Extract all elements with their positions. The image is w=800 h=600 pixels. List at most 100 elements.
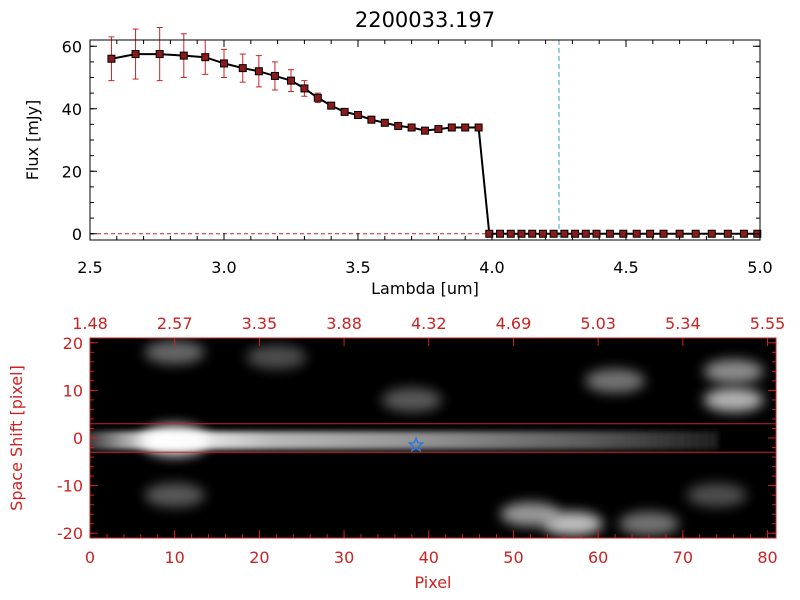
image-y-axis-label: Space Shift [pixel] xyxy=(7,365,26,511)
image-extraction-lines xyxy=(90,423,776,453)
spectrum-point xyxy=(592,229,601,238)
spectrum-point xyxy=(254,67,263,76)
spectrum-point xyxy=(707,229,716,238)
spectrum-x-tick-label: 3.0 xyxy=(211,258,236,277)
image-top-tick-label: 3.35 xyxy=(242,314,278,333)
spectrum-point xyxy=(461,123,470,132)
image-blob xyxy=(703,387,764,412)
spectrum-point xyxy=(394,121,403,130)
image-trace xyxy=(90,424,718,457)
spectrum-point xyxy=(434,125,443,134)
image-blobs xyxy=(144,340,764,536)
spectrum-point xyxy=(659,229,668,238)
spectrum-markers xyxy=(107,50,762,238)
spectrum-point xyxy=(528,229,537,238)
image-x-tick-label: 10 xyxy=(165,548,185,567)
spectrum-point xyxy=(538,229,547,238)
spectrum-point xyxy=(407,123,416,132)
spectrum-point xyxy=(238,64,247,73)
image-blob xyxy=(144,340,205,365)
spectrum-y-ticks: 0 20 40 60 xyxy=(62,37,760,244)
spectrum-point xyxy=(155,50,164,59)
spectrum-point xyxy=(220,59,228,68)
spectrum-point xyxy=(691,229,700,238)
image-x-tick-label: 70 xyxy=(673,548,693,567)
image-top-tick-label: 2.57 xyxy=(157,314,193,333)
spectrum-x-tick-label: 2.5 xyxy=(77,258,102,277)
spectrum-point xyxy=(447,123,456,132)
spectrum-point xyxy=(354,111,362,119)
spectrum-point xyxy=(131,50,140,59)
spectrum-point xyxy=(646,229,655,238)
image-y-ticks: -20 -10 0 10 20 xyxy=(57,334,776,543)
spectrum-point xyxy=(380,118,389,127)
image-top-tick-label: 4.69 xyxy=(496,314,532,333)
spectrum-point xyxy=(496,229,505,238)
image-marker xyxy=(407,435,425,453)
spectrum-y-axis-label: Flux [mJy] xyxy=(23,100,42,181)
image-blob xyxy=(542,511,603,536)
image-x-axis-label: Pixel xyxy=(414,573,451,592)
image-blob xyxy=(686,483,747,508)
image-y-tick-label: -20 xyxy=(57,524,83,543)
spectrum-point xyxy=(270,71,279,80)
spectrum-point xyxy=(571,229,580,238)
spectrum-y-tick-label: 0 xyxy=(72,225,82,244)
image-blob xyxy=(703,359,764,384)
spectrum-point xyxy=(560,229,569,238)
image-x-tick-label: 40 xyxy=(419,548,439,567)
image-top-tick-label: 4.32 xyxy=(411,314,447,333)
image-trace-peak xyxy=(140,424,209,457)
spectrum-x-tick-label: 3.5 xyxy=(345,258,370,277)
image-x-tick-label: 80 xyxy=(757,548,777,567)
spectrum-point xyxy=(739,229,748,238)
image-top-tick-label: 1.48 xyxy=(72,314,108,333)
spectrum-series-line xyxy=(111,53,758,235)
image-y-tick-label: 0 xyxy=(73,429,83,448)
spectrum-point xyxy=(723,229,732,238)
spectrum-point xyxy=(581,229,590,238)
spectrum-point xyxy=(549,229,558,238)
spectrum-point xyxy=(506,229,515,238)
spectrum-point xyxy=(327,101,336,110)
spectrum-line xyxy=(111,53,758,235)
spectrum-point xyxy=(619,229,628,238)
spectrum-point xyxy=(367,115,376,124)
spectrum-point xyxy=(632,229,641,238)
image-y-tick-label: -10 xyxy=(57,477,83,496)
spectrum-title: 2200033.197 xyxy=(355,8,495,32)
spectrum-point xyxy=(300,84,309,93)
spectrum-x-tick-label: 4.0 xyxy=(479,258,504,277)
spectrum-point xyxy=(340,107,349,116)
spectrum-y-tick-label: 60 xyxy=(62,37,82,56)
spectrum-y-tick-label: 40 xyxy=(62,100,82,119)
image-top-tick-label: 5.55 xyxy=(750,314,786,333)
image-y-tick-label: 10 xyxy=(63,381,83,400)
spectrum-point xyxy=(201,53,210,62)
spectrum-x-tick-label: 4.5 xyxy=(613,258,638,277)
spectrum-y-tick-label: 20 xyxy=(62,162,82,181)
image-top-ticks: 1.48 2.57 3.35 3.88 4.32 4.69 5.03 5.34 5.55 xyxy=(72,314,785,346)
spectrum-point xyxy=(605,229,614,238)
spectrum-point xyxy=(517,229,526,238)
image-y-tick-label: 20 xyxy=(63,334,83,353)
spectrum-plot: 2200033.197 2.5 3.0 3.5 4.0 4.5 5.0 0 20 40 60 L… xyxy=(23,8,773,298)
spectrum-point xyxy=(179,51,188,60)
image-top-tick-label: 3.88 xyxy=(326,314,362,333)
image-star-marker xyxy=(407,435,425,453)
spectrum-x-axis-label: Lambda [um] xyxy=(371,279,479,298)
image-trace-band xyxy=(90,431,718,450)
spectrum-point xyxy=(313,93,322,102)
image-blob xyxy=(246,345,307,370)
image-top-tick-label: 5.34 xyxy=(665,314,701,333)
image-blob xyxy=(585,368,646,393)
spectrum-point xyxy=(107,54,116,63)
spectrum-point xyxy=(421,126,429,135)
image-x-tick-label: 0 xyxy=(85,548,95,567)
image-blob xyxy=(144,483,205,508)
image-top-tick-label: 5.03 xyxy=(580,314,616,333)
spectrum-x-tick-label: 5.0 xyxy=(747,258,772,277)
spectrum-point xyxy=(485,229,494,238)
spectrum-image-plot: 0 10 20 30 40 50 60 70 80 1.48 2.57 3.35 3.88 4.32 4.… xyxy=(7,314,785,592)
